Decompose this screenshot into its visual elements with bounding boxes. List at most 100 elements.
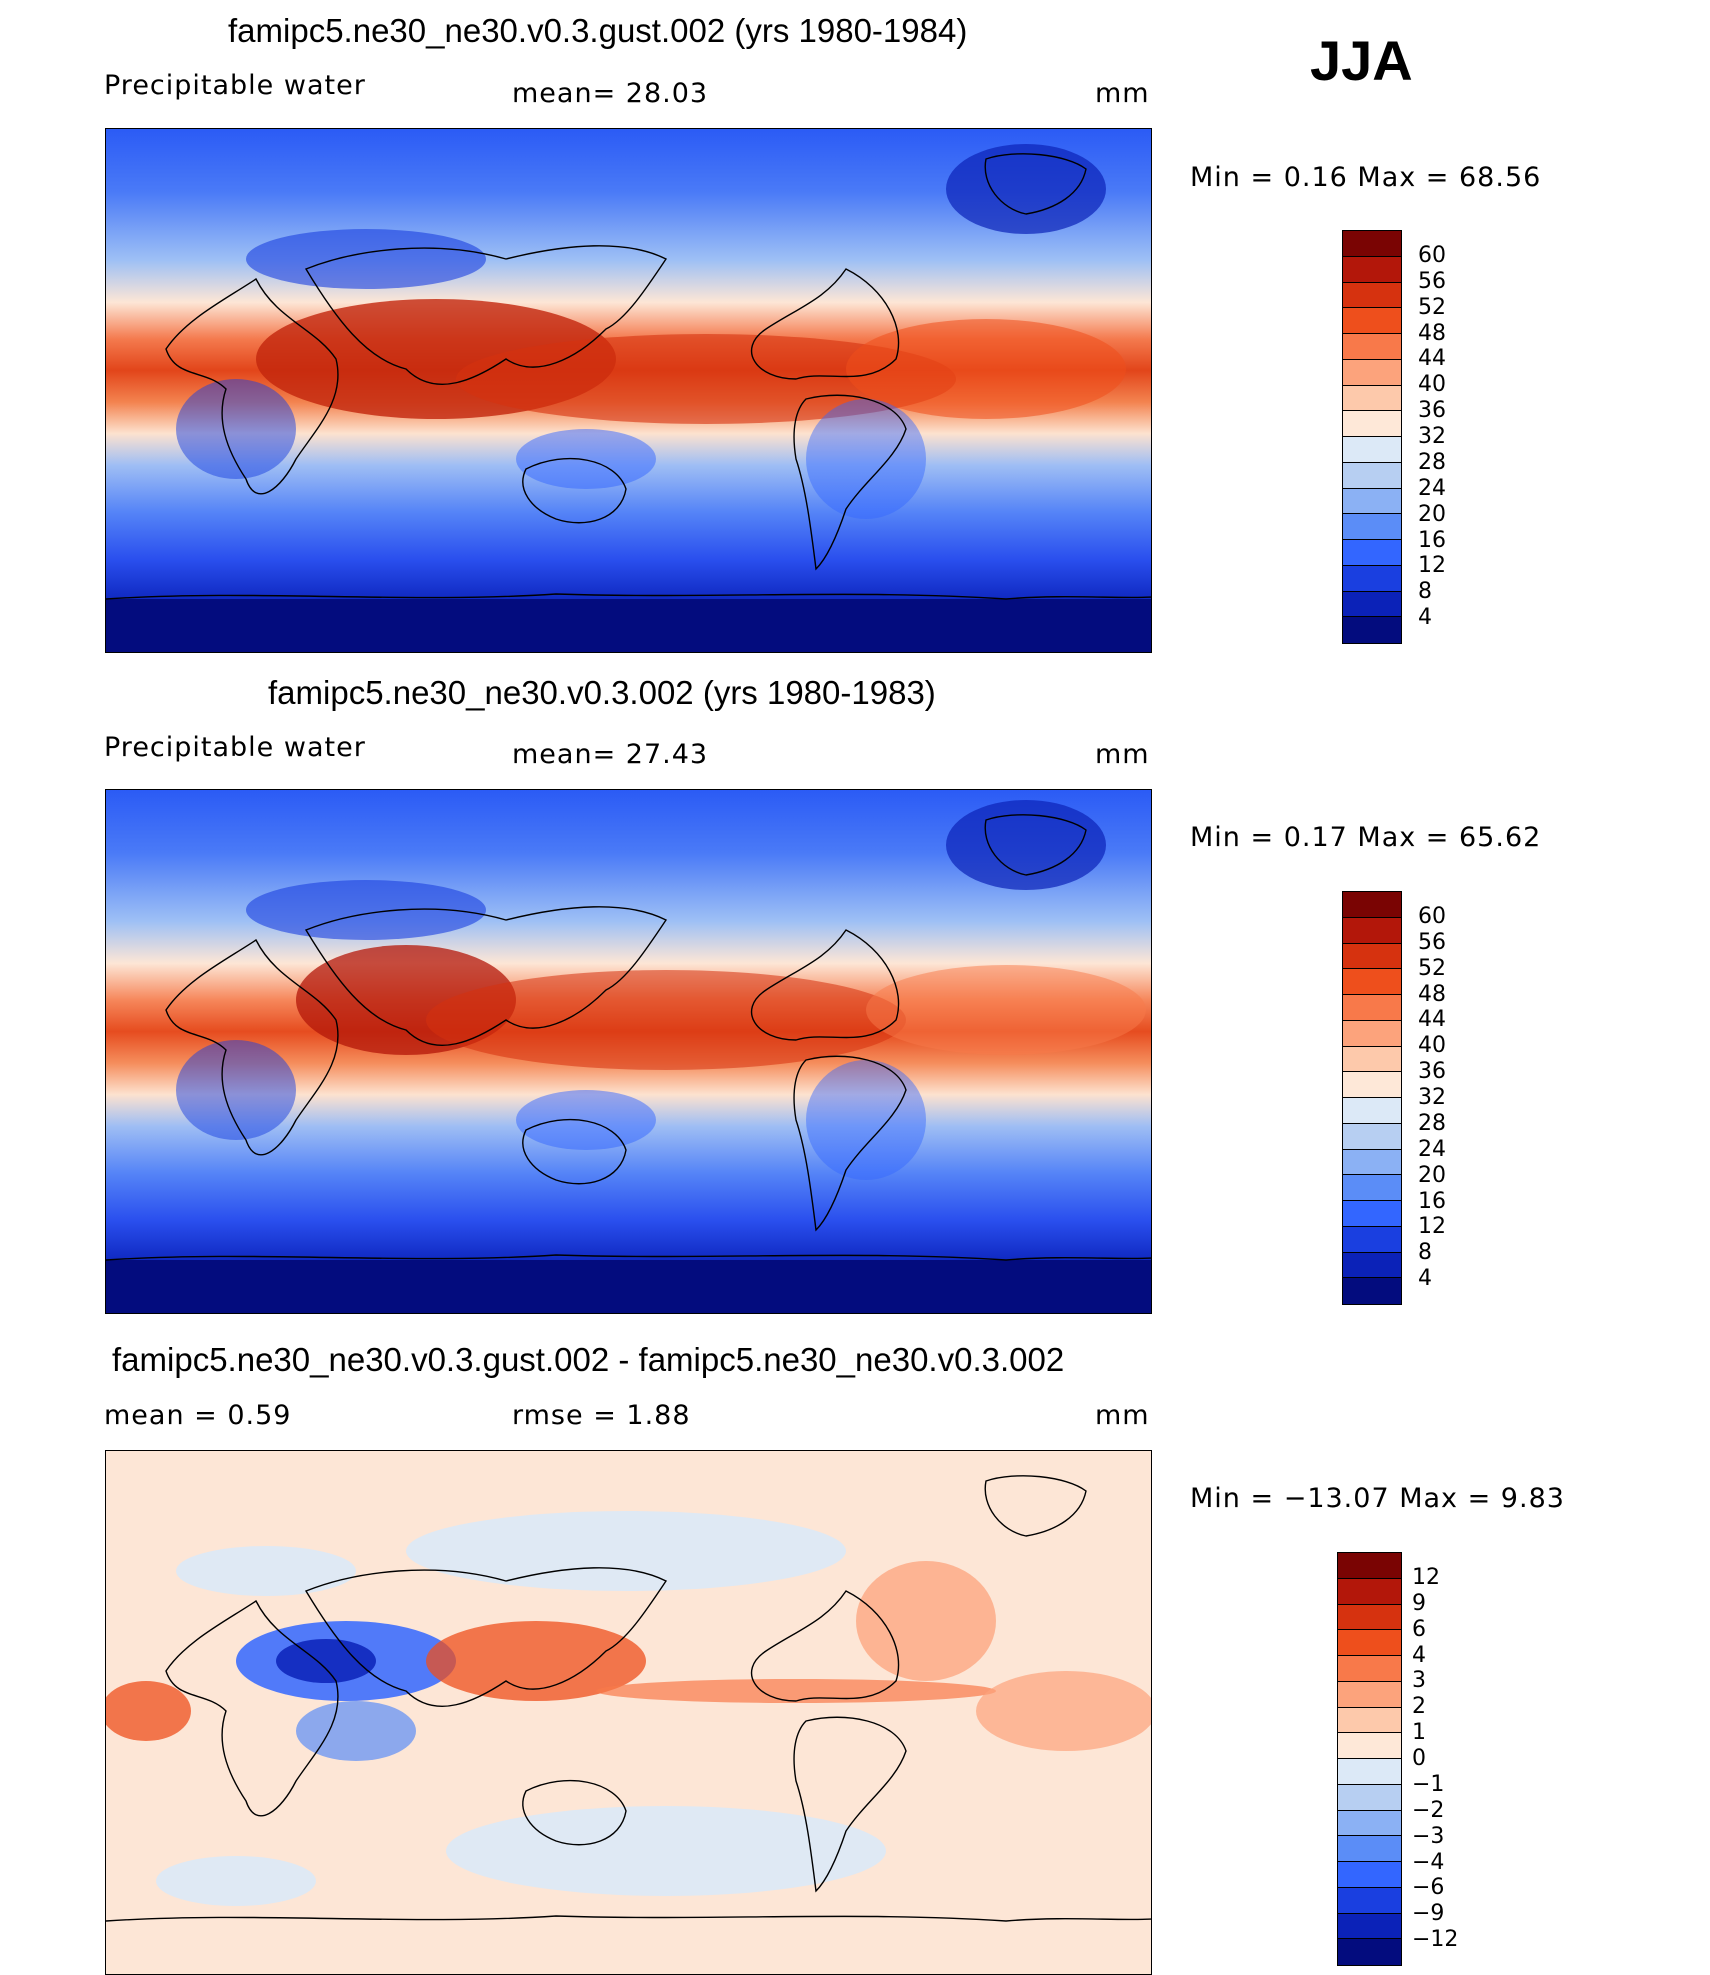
colorbar-tick-label: 52	[1418, 955, 1446, 981]
colorbar-tick-label: 48	[1418, 320, 1446, 346]
panel3-colorbar-labels: 12 9 6 4 3 2 1 0 −1 −2 −3 −4 −6 −9 −12	[1412, 1552, 1502, 1966]
colorbar-tick-label: 4	[1418, 605, 1432, 631]
colorbar-tick-label: 12	[1418, 553, 1446, 579]
colorbar-tick-label: 36	[1418, 398, 1446, 424]
panel3-minmax-label: Min = −13.07 Max = 9.83	[1190, 1483, 1565, 1514]
colorbar-tick-label: 56	[1418, 929, 1446, 955]
colorbar-cell	[1343, 514, 1401, 540]
colorbar-cell	[1343, 308, 1401, 334]
colorbar-cell	[1338, 1759, 1401, 1785]
panel3-mean-label: mean = 0.59	[104, 1400, 292, 1431]
colorbar-tick-label: 28	[1418, 449, 1446, 475]
colorbar-tick-label: 24	[1418, 1136, 1446, 1162]
colorbar-cell	[1338, 1939, 1401, 1965]
colorbar-tick-label: 2	[1412, 1694, 1426, 1720]
colorbar-cell	[1343, 617, 1401, 643]
colorbar-tick-label: 12	[1412, 1564, 1440, 1590]
colorbar-tick-label: −2	[1412, 1797, 1445, 1823]
panel1-title: famipc5.ne30_ne30.v0.3.gust.002 (yrs 198…	[228, 12, 968, 49]
panel2-colorbar	[1342, 891, 1402, 1305]
colorbar-cell	[1338, 1630, 1401, 1656]
panel1-units-label: mm	[1095, 78, 1150, 109]
colorbar-cell	[1343, 1046, 1401, 1073]
colorbar-tick-label: 8	[1418, 579, 1432, 605]
colorbar-tick-label: 20	[1418, 1162, 1446, 1188]
panel2-mean-label: mean= 27.43	[512, 739, 709, 770]
colorbar-cell	[1338, 1836, 1401, 1862]
colorbar-tick-label: 4	[1418, 1266, 1432, 1292]
panel2-map-field	[106, 790, 1151, 1313]
colorbar-cell	[1343, 1149, 1401, 1176]
colorbar-cell	[1343, 282, 1401, 309]
colorbar-cell	[1343, 995, 1401, 1021]
panel3-colorbar	[1337, 1552, 1402, 1966]
colorbar-cell	[1338, 1810, 1401, 1837]
colorbar-cell	[1343, 1201, 1401, 1227]
colorbar-cell	[1338, 1553, 1401, 1579]
colorbar-cell	[1343, 411, 1401, 437]
colorbar-tick-label: −4	[1412, 1849, 1445, 1875]
colorbar-tick-label: 36	[1418, 1059, 1446, 1085]
colorbar-tick-label: 12	[1418, 1214, 1446, 1240]
colorbar-cell	[1343, 1020, 1401, 1047]
colorbar-cell	[1338, 1862, 1401, 1888]
colorbar-cell	[1343, 437, 1401, 463]
colorbar-cell	[1343, 1123, 1401, 1150]
colorbar-tick-label: 32	[1418, 424, 1446, 449]
colorbar-tick-label: 32	[1418, 1085, 1446, 1110]
colorbar-tick-label: 60	[1418, 242, 1446, 268]
colorbar-cell	[1338, 1578, 1401, 1605]
colorbar-tick-label: 6	[1412, 1616, 1426, 1642]
colorbar-cell	[1343, 1252, 1401, 1279]
colorbar-tick-label: 56	[1418, 268, 1446, 294]
colorbar-cell	[1343, 359, 1401, 386]
colorbar-cell	[1343, 1226, 1401, 1253]
colorbar-tick-label: 52	[1418, 294, 1446, 320]
panel1-map-field	[106, 129, 1151, 652]
colorbar-tick-label: 4	[1412, 1642, 1426, 1668]
colorbar-cell	[1338, 1604, 1401, 1631]
colorbar-tick-label: 3	[1412, 1668, 1426, 1694]
colorbar-cell	[1343, 540, 1401, 566]
colorbar-tick-label: 0	[1412, 1746, 1426, 1771]
colorbar-cell	[1343, 1072, 1401, 1098]
colorbar-tick-label: 40	[1418, 1033, 1446, 1059]
panel1-variable-label: Precipitable water	[104, 70, 366, 101]
colorbar-cell	[1343, 591, 1401, 618]
colorbar-cell	[1343, 488, 1401, 515]
colorbar-tick-label: −12	[1412, 1927, 1459, 1953]
colorbar-cell	[1343, 462, 1401, 489]
colorbar-cell	[1343, 334, 1401, 360]
colorbar-tick-label: 1	[1412, 1720, 1426, 1746]
colorbar-tick-label: 24	[1418, 475, 1446, 501]
colorbar-tick-label: −3	[1412, 1823, 1445, 1849]
colorbar-cell	[1343, 917, 1401, 944]
colorbar-cell	[1343, 256, 1401, 283]
colorbar-cell	[1343, 231, 1401, 257]
colorbar-tick-label: −9	[1412, 1901, 1445, 1927]
panel3-map	[105, 1450, 1152, 1975]
panel1-map	[105, 128, 1152, 653]
colorbar-cell	[1338, 1887, 1401, 1914]
colorbar-tick-label: 48	[1418, 981, 1446, 1007]
panel2-units-label: mm	[1095, 739, 1150, 770]
colorbar-cell	[1338, 1784, 1401, 1811]
panel3-map-field	[106, 1451, 1151, 1974]
panel1-colorbar-labels: 60 56 52 48 44 40 36 32 28 24 20 16 12 8 4	[1418, 230, 1498, 644]
season-label: JJA	[1310, 29, 1413, 92]
panel3-title: famipc5.ne30_ne30.v0.3.gust.002 - famipc…	[112, 1341, 1065, 1378]
panel1-minmax-label: Min = 0.16 Max = 68.56	[1190, 162, 1542, 193]
colorbar-tick-label: 44	[1418, 346, 1446, 372]
colorbar-cell	[1343, 892, 1401, 918]
panel1-mean-label: mean= 28.03	[512, 78, 709, 109]
colorbar-cell	[1343, 1098, 1401, 1124]
colorbar-cell	[1338, 1681, 1401, 1708]
colorbar-cell	[1343, 1278, 1401, 1304]
colorbar-cell	[1343, 565, 1401, 592]
panel2-variable-label: Precipitable water	[104, 732, 366, 763]
colorbar-tick-label: 60	[1418, 903, 1446, 929]
panel2-title: famipc5.ne30_ne30.v0.3.002 (yrs 1980-198…	[268, 674, 936, 711]
colorbar-tick-label: 16	[1418, 527, 1446, 553]
panel2-colorbar-labels: 60 56 52 48 44 40 36 32 28 24 20 16 12 8 4	[1418, 891, 1498, 1305]
colorbar-tick-label: 20	[1418, 501, 1446, 527]
